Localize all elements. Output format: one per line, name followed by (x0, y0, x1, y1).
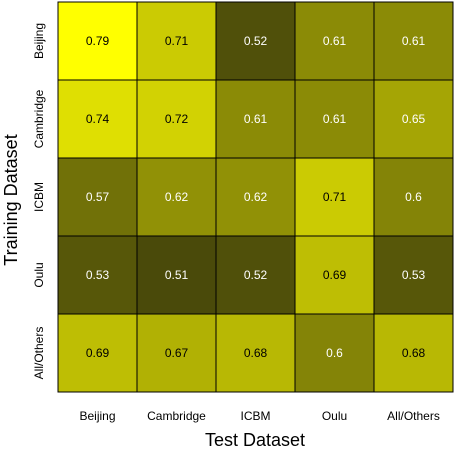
x-axis-title: Test Dataset (205, 430, 305, 450)
x-tick-label: Oulu (322, 409, 347, 423)
heatmap-cell (57, 79, 138, 159)
cell-value-label: 0.71 (165, 34, 189, 48)
cell-value-label: 0.65 (402, 112, 426, 126)
heatmap-cell (373, 79, 454, 159)
heatmap-cell (136, 235, 217, 315)
x-tick-label: ICBM (241, 409, 271, 423)
cell-value-label: 0.53 (86, 268, 110, 282)
cell-value-label: 0.68 (402, 346, 426, 360)
cell-value-label: 0.67 (165, 346, 189, 360)
y-tick-label: Oulu (32, 262, 46, 287)
heatmap-cell (57, 235, 138, 315)
cell-value-label: 0.68 (244, 346, 268, 360)
heatmap-cell (294, 235, 375, 315)
cell-value-label: 0.53 (402, 268, 426, 282)
y-axis-title: Training Dataset (1, 134, 21, 265)
x-tick-label: Cambridge (147, 409, 206, 423)
heatmap-cell (57, 1, 138, 81)
heatmap-cell (136, 1, 217, 81)
heatmap-cell (373, 1, 454, 81)
x-tick-label: Beijing (79, 409, 115, 423)
cell-value-label: 0.61 (402, 34, 426, 48)
cell-value-label: 0.61 (323, 34, 347, 48)
heatmap-cell (373, 235, 454, 315)
heatmap-cells: 0.79 0.71 0.52 0.61 0.61 0.74 0.72 0.61 0.61 0.65… (57, 1, 454, 393)
heatmap-cell (294, 157, 375, 237)
y-tick-label: All/Others (32, 327, 46, 380)
heatmap-cell (215, 157, 296, 237)
cell-value-label: 0.62 (244, 190, 268, 204)
heatmap-cell (57, 313, 138, 393)
cell-value-label: 0.51 (165, 268, 189, 282)
heatmap-cell (215, 235, 296, 315)
heatmap-cell (215, 79, 296, 159)
cell-value-label: 0.79 (86, 34, 110, 48)
cell-value-label: 0.57 (86, 190, 110, 204)
y-tick-label: Beijing (32, 23, 46, 59)
y-tick-label: Cambridge (32, 89, 46, 148)
heatmap-cell (294, 1, 375, 81)
cell-value-label: 0.61 (244, 112, 268, 126)
y-tick-label: ICBM (32, 182, 46, 212)
cell-value-label: 0.6 (405, 190, 422, 204)
cell-value-label: 0.6 (326, 346, 343, 360)
heatmap-cell (136, 313, 217, 393)
heatmap-cell (215, 1, 296, 81)
heatmap-cell (373, 157, 454, 237)
cell-value-label: 0.52 (244, 34, 268, 48)
x-tick-label: All/Others (387, 409, 440, 423)
heatmap-cell (215, 313, 296, 393)
cell-value-label: 0.62 (165, 190, 189, 204)
y-axis-ticks: Beijing Cambridge ICBM Oulu All/Others (32, 23, 46, 379)
cell-value-label: 0.69 (323, 268, 347, 282)
x-axis-ticks: Beijing Cambridge ICBM Oulu All/Others (79, 409, 439, 423)
heatmap-cell (373, 313, 454, 393)
cell-value-label: 0.61 (323, 112, 347, 126)
cell-value-label: 0.52 (244, 268, 268, 282)
heatmap-cell (136, 157, 217, 237)
cell-value-label: 0.71 (323, 190, 347, 204)
cell-value-label: 0.69 (86, 346, 110, 360)
cell-value-label: 0.72 (165, 112, 189, 126)
cell-value-label: 0.74 (86, 112, 110, 126)
